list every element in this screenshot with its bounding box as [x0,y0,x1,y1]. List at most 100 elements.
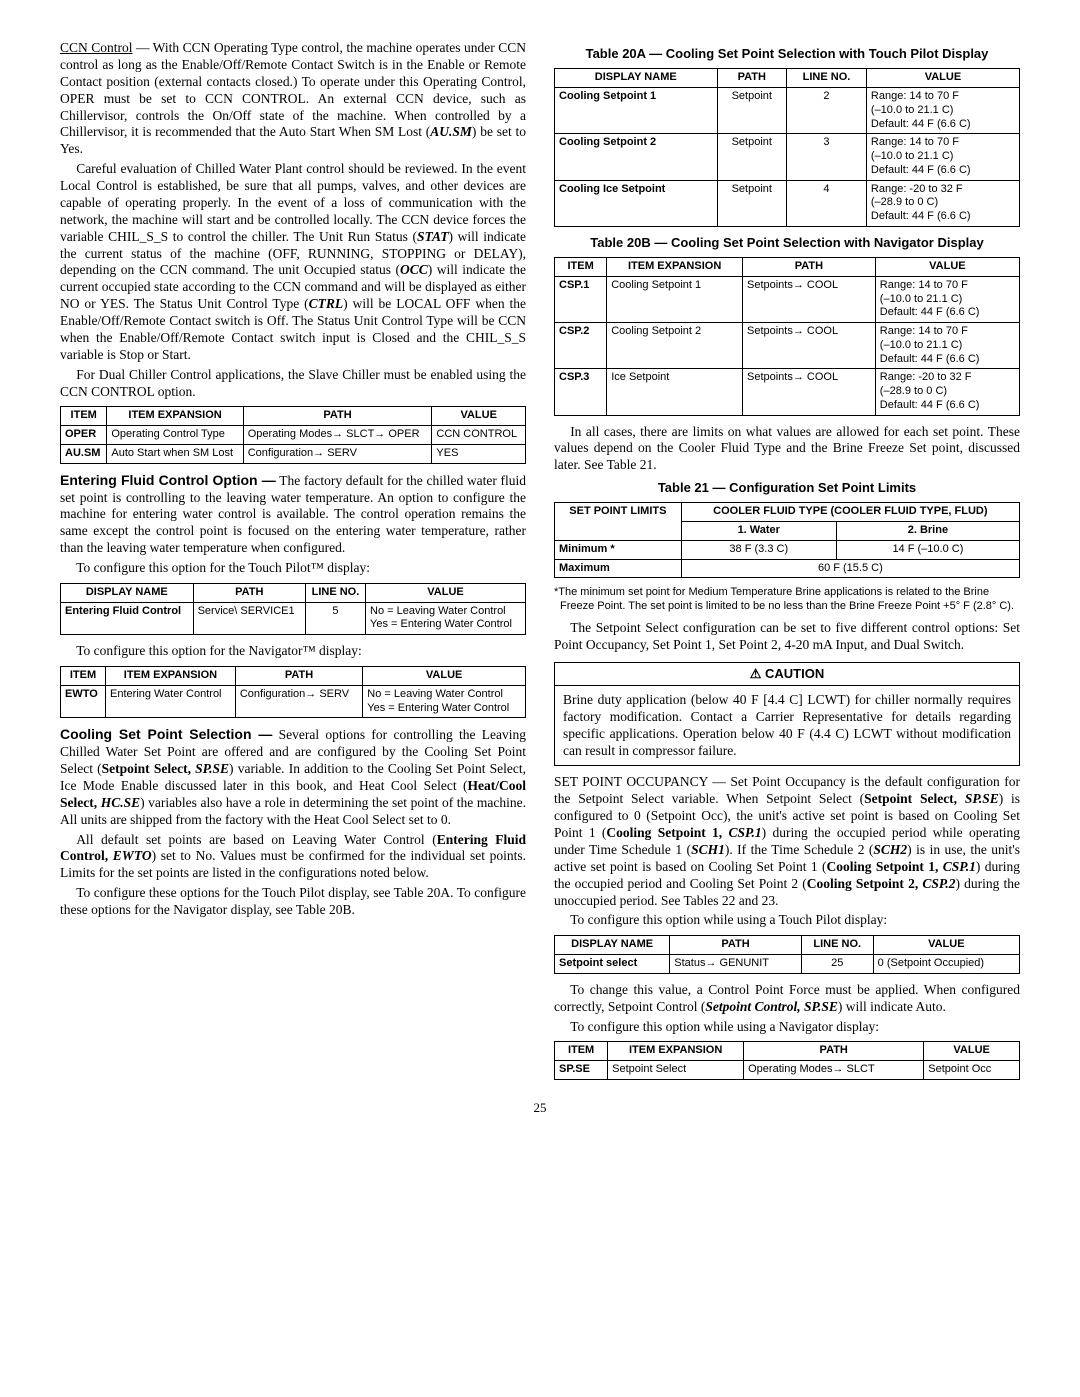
cell: Setpoint [717,88,787,134]
cell: 0 (Setpoint Occupied) [873,955,1019,974]
efc-touch-table: DISPLAY NAME PATH LINE NO. VALUE Enterin… [60,583,526,635]
cell: Setpoints→ COOL [742,323,875,369]
cell: Setpoint [717,180,787,226]
cell: Setpoint Select [608,1061,744,1080]
after-20b-para: In all cases, there are limits on what v… [554,424,1020,475]
cell: Cooling Setpoint 2 [555,134,718,180]
th: VALUE [866,69,1019,88]
spo-para: SET POINT OCCUPANCY — Set Point Occupanc… [554,774,1020,909]
th: VALUE [366,583,526,602]
th: PATH [744,1042,924,1061]
spo-cfg-touch: To configure this option while using a T… [554,912,1020,929]
cell: Entering Fluid Control [61,602,194,635]
th: ITEM [61,667,106,686]
cell: Range: 14 to 70 F (–10.0 to 21.1 C) Defa… [875,323,1019,369]
cell: SP.SE [555,1061,608,1080]
spo-cfg-nav: To configure this option while using a N… [554,1019,1020,1036]
cell: 14 F (–10.0 C) [836,540,1019,559]
spo-touch-table: DISPLAY NAME PATH LINE NO. VALUE Setpoin… [554,935,1020,974]
ccn-control-lead: CCN Control [60,40,132,55]
cell: AU.SM [61,444,107,463]
ccn-control-para: CCN Control — With CCN Operating Type co… [60,40,526,158]
cell: Configuration→ SERV [243,444,432,463]
cell: Configuration→ SERV [235,685,362,718]
page-number: 25 [60,1100,1020,1116]
th: ITEM EXPANSION [106,667,236,686]
table-21-footnote: *The minimum set point for Medium Temper… [554,586,1020,614]
table-21-title: Table 21 — Configuration Set Point Limit… [554,480,1020,496]
th-cft: COOLER FLUID TYPE (COOLER FLUID TYPE, FL… [681,503,1019,522]
cell: 60 F (15.5 C) [681,559,1019,578]
cell: EWTO [61,685,106,718]
caution-header: ⚠ CAUTION [554,662,1020,685]
cell: Cooling Setpoint 1 [555,88,718,134]
th: VALUE [924,1042,1020,1061]
cell: No = Leaving Water Control Yes = Enterin… [366,602,526,635]
cell: CSP.3 [555,369,607,415]
th: PATH [670,936,802,955]
table-20b: ITEM ITEM EXPANSION PATH VALUE CSP.1 Coo… [554,257,1020,416]
dual-chiller-para: For Dual Chiller Control applications, t… [60,367,526,401]
th: ITEM [555,258,607,277]
spo-change-para: To change this value, a Control Point Fo… [554,982,1020,1016]
th: VALUE [873,936,1019,955]
table-20a-title: Table 20A — Cooling Set Point Selection … [554,46,1020,62]
th: LINE NO. [787,69,867,88]
cell: Range: 14 to 70 F (–10.0 to 21.1 C) Defa… [875,276,1019,322]
th: LINE NO. [801,936,873,955]
cell: Setpoints→ COOL [742,369,875,415]
entering-fluid-para: Entering Fluid Control Option — The fact… [60,472,526,557]
cell: Cooling Setpoint 2 [607,323,743,369]
th-expansion: ITEM EXPANSION [107,407,243,426]
th: DISPLAY NAME [555,69,718,88]
th: DISPLAY NAME [61,583,194,602]
cell: 3 [787,134,867,180]
cell: Status→ GENUNIT [670,955,802,974]
cell: Ice Setpoint [607,369,743,415]
cell: Setpoint [717,134,787,180]
spo-nav-table: ITEM ITEM EXPANSION PATH VALUE SP.SE Set… [554,1041,1020,1080]
th-item: ITEM [61,407,107,426]
cell: Range: 14 to 70 F (–10.0 to 21.1 C) Defa… [866,134,1019,180]
cell: Operating Modes→ SLCT [744,1061,924,1080]
th: PATH [717,69,787,88]
cell: Range: -20 to 32 F (–28.9 to 0 C) Defaul… [866,180,1019,226]
cell: Operating Modes→ SLCT→ OPER [243,426,432,445]
th: ITEM [555,1042,608,1061]
cell: Setpoint Occ [924,1061,1020,1080]
th: VALUE [363,667,526,686]
cell: 2 [787,88,867,134]
cell: Range: 14 to 70 F (–10.0 to 21.1 C) Defa… [866,88,1019,134]
cell: Service\ SERVICE1 [193,602,305,635]
cell: 25 [801,955,873,974]
setpoint-select-para: The Setpoint Select configuration can be… [554,620,1020,654]
th: ITEM EXPANSION [608,1042,744,1061]
th: VALUE [875,258,1019,277]
cell: Range: -20 to 32 F (–28.9 to 0 C) Defaul… [875,369,1019,415]
cell: Maximum [555,559,682,578]
th: PATH [742,258,875,277]
cell: Cooling Setpoint 1 [607,276,743,322]
cell: Auto Start when SM Lost [107,444,243,463]
th: PATH [193,583,305,602]
cell: Operating Control Type [107,426,243,445]
left-column: CCN Control — With CCN Operating Type co… [60,40,526,1088]
th-value: VALUE [432,407,526,426]
cell: CCN CONTROL [432,426,526,445]
caution-body: Brine duty application (below 40 F [4.4 … [554,685,1020,767]
ccn-table: ITEM ITEM EXPANSION PATH VALUE OPER Oper… [60,406,526,463]
cell: No = Leaving Water Control Yes = Enterin… [363,685,526,718]
efc-cfg-touch: To configure this option for the Touch P… [60,560,526,577]
th: DISPLAY NAME [555,936,670,955]
table-21: SET POINT LIMITS COOLER FLUID TYPE (COOL… [554,502,1020,578]
table-20a: DISPLAY NAME PATH LINE NO. VALUE Cooling… [554,68,1020,227]
cell: Setpoint select [555,955,670,974]
csps-para3: To configure these options for the Touch… [60,885,526,919]
cell: Setpoints→ COOL [742,276,875,322]
right-column: Table 20A — Cooling Set Point Selection … [554,40,1020,1088]
th: PATH [235,667,362,686]
th: LINE NO. [305,583,365,602]
th-water: 1. Water [681,522,836,541]
efc-cfg-nav: To configure this option for the Navigat… [60,643,526,660]
cell: YES [432,444,526,463]
